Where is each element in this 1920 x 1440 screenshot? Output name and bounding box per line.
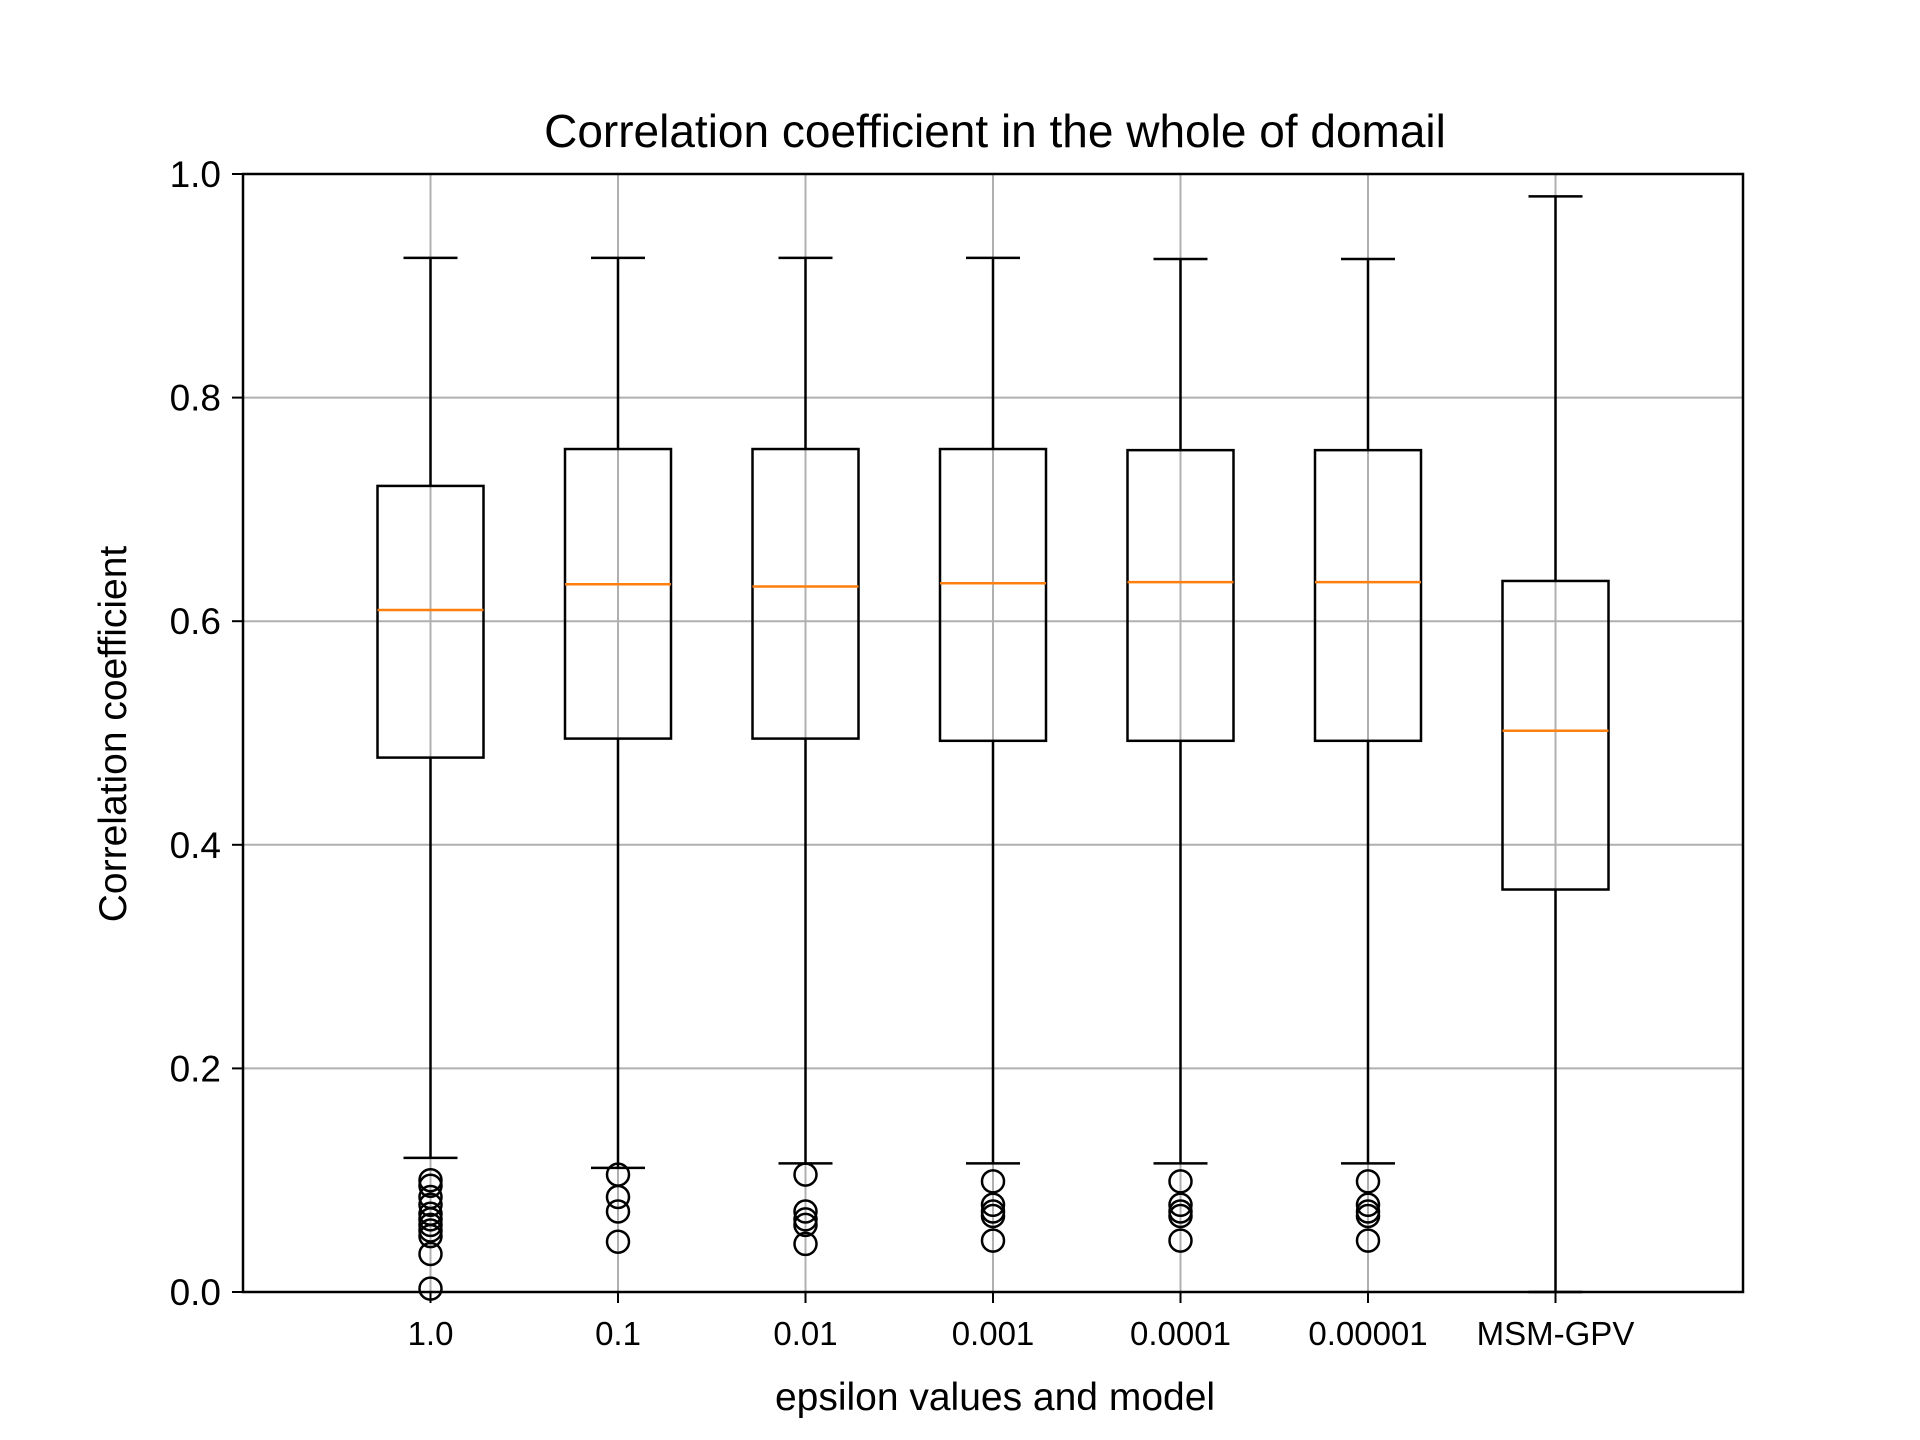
outlier-point: [605, 1184, 631, 1210]
boxes: [376, 195, 1610, 1301]
box-0.001: [938, 256, 1048, 1253]
outlier-point: [1168, 1192, 1193, 1218]
x-tick-label: MSM-GPV: [1477, 1315, 1635, 1352]
outlier-point: [793, 1212, 818, 1238]
outlier-point: [980, 1169, 1006, 1194]
x-tick-label: 0.01: [773, 1315, 837, 1352]
y-tick-label: 0.6: [170, 601, 221, 642]
x-tick-label: 0.00001: [1308, 1315, 1427, 1352]
outlier-point: [1168, 1169, 1193, 1194]
outlier-point: [1355, 1169, 1381, 1194]
x-tick-label: 1.0: [408, 1315, 454, 1352]
box-0.1: [563, 256, 673, 1254]
outlier-point: [980, 1228, 1006, 1253]
outlier-point: [1168, 1203, 1193, 1229]
y-tick-label: 0.8: [170, 378, 221, 419]
box-iqr: [751, 447, 860, 740]
outlier-point: [418, 1167, 443, 1193]
x-axis-label: epsilon values and model: [775, 1376, 1215, 1419]
outlier-point: [418, 1173, 443, 1199]
y-axis-label: Correlation coefficient: [92, 546, 135, 923]
box-0.01: [751, 256, 860, 1257]
x-tick-label: 0.001: [952, 1315, 1035, 1352]
outlier-point: [1168, 1228, 1193, 1253]
box-iqr: [376, 484, 485, 759]
chart-title: Correlation coefficient in the whole of …: [544, 105, 1446, 157]
outlier-point: [418, 1223, 443, 1249]
box-iqr: [1501, 579, 1610, 891]
outlier-point: [418, 1192, 443, 1218]
box-iqr: [1126, 448, 1235, 743]
box-iqr: [1313, 448, 1423, 743]
box-0.0001: [1126, 257, 1235, 1253]
y-tick-label: 0.4: [170, 825, 221, 866]
y-tick-label: 0.0: [170, 1272, 221, 1313]
outlier-point: [1355, 1192, 1381, 1218]
outlier-point: [418, 1218, 443, 1243]
outlier-point: [793, 1162, 818, 1187]
outlier-point: [980, 1192, 1006, 1218]
outlier-point: [793, 1207, 818, 1232]
y-tick-label: 0.2: [170, 1048, 221, 1089]
ticks: 0.0 0.2 0.4 0.6 0.8 1.0 1.0 0.1 0.01 0.001 0.0001 0…: [170, 154, 1635, 1352]
outlier-point: [1355, 1203, 1381, 1229]
box-0.00001: [1313, 257, 1423, 1253]
outlier-point: [793, 1231, 818, 1257]
outlier-point: [605, 1199, 631, 1224]
outlier-point: [793, 1199, 818, 1224]
outlier-point: [605, 1229, 631, 1254]
outlier-point: [418, 1212, 443, 1238]
outlier-point: [418, 1241, 443, 1267]
box-iqr: [938, 447, 1048, 743]
outlier-point: [1355, 1228, 1381, 1253]
box-1.0: [376, 256, 485, 1301]
outlier-point: [980, 1203, 1006, 1229]
y-tick-label: 1.0: [170, 154, 221, 195]
x-tick-label: 0.1: [595, 1315, 641, 1352]
x-tick-label: 0.0001: [1130, 1315, 1231, 1352]
box-iqr: [563, 447, 673, 740]
outlier-point: [418, 1207, 443, 1232]
